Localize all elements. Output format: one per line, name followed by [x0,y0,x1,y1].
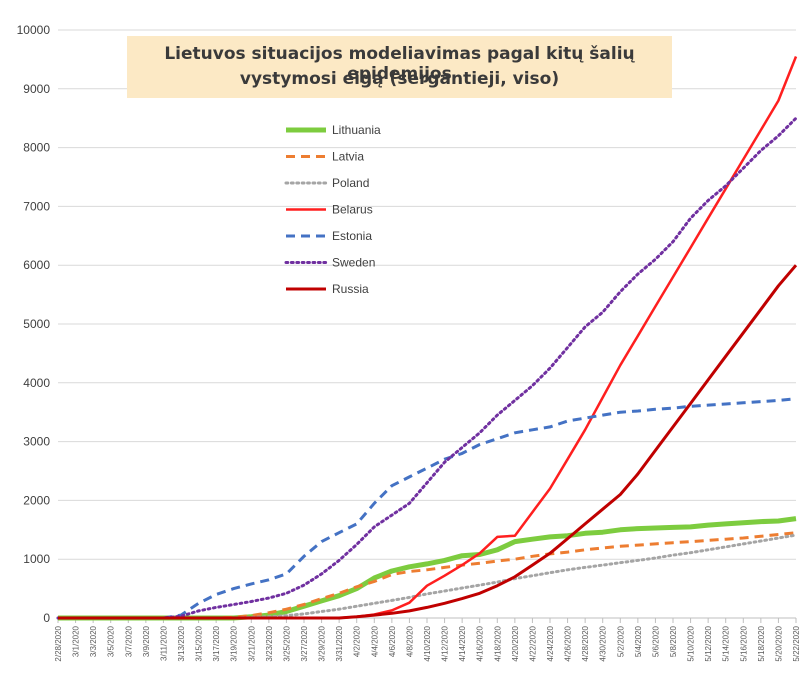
x-tick-label: 3/25/2020 [282,625,291,661]
y-tick-label: 5000 [23,317,50,331]
x-tick-label: 4/12/2020 [441,625,450,661]
x-tick-label: 4/2/2020 [353,625,362,657]
x-tick-label: 5/20/2020 [774,625,783,661]
x-tick-label: 4/28/2020 [581,625,590,661]
x-tick-label: 5/16/2020 [739,625,748,661]
x-tick-label: 3/3/2020 [89,625,98,657]
series-line-russia [58,264,798,620]
x-tick-label: 3/19/2020 [230,625,239,661]
y-tick-label: 4000 [23,376,50,390]
x-tick-label: 4/10/2020 [423,625,432,661]
x-tick-label: 4/26/2020 [564,625,573,661]
series-line-poland [56,533,798,620]
x-tick-label: 3/23/2020 [265,625,274,661]
x-tick-label: 3/1/2020 [72,625,81,657]
legend-label-poland: Poland [332,176,369,190]
x-tick-label: 3/15/2020 [195,625,204,661]
x-tick-label: 4/22/2020 [528,625,537,661]
series-line-estonia [58,397,797,620]
y-tick-label: 0 [43,611,50,625]
x-tick-label: 4/20/2020 [511,625,520,661]
chart-title-line-1: Lietuvos situacijos modeliavimas pagal k… [164,44,635,84]
x-tick-label: 2/28/2020 [54,625,63,661]
x-tick-label: 5/6/2020 [651,625,660,657]
y-tick-label: 6000 [23,258,50,272]
y-tick-label: 1000 [23,552,50,566]
legend-label-sweden: Sweden [332,256,375,270]
chart-title-box: Lietuvos situacijos modeliavimas pagal k… [127,36,672,98]
y-tick-label: 8000 [23,141,50,155]
x-tick-label: 3/5/2020 [107,625,116,657]
legend-label-estonia: Estonia [332,229,372,243]
x-tick-label: 5/8/2020 [669,625,678,657]
x-tick-label: 5/22/2020 [792,625,800,661]
x-tick-label: 4/8/2020 [405,625,414,657]
chart-title-line-2: vystymosi eigą (sergantieji, viso) [239,69,560,89]
series-line-belarus [58,56,798,620]
legend-label-lithuania: Lithuania [332,123,381,137]
x-tick-label: 4/6/2020 [388,625,397,657]
legend-label-belarus: Belarus [332,203,373,217]
x-tick-label: 4/24/2020 [546,625,555,661]
x-tick-label: 3/31/2020 [335,625,344,661]
y-tick-label: 3000 [23,435,50,449]
y-tick-label: 9000 [23,82,50,96]
series-line-sweden [56,116,798,620]
x-tick-label: 3/17/2020 [212,625,221,661]
legend-label-latvia: Latvia [332,150,364,164]
x-tick-label: 5/14/2020 [722,625,731,661]
legend-label-russia: Russia [332,282,369,296]
x-tick-label: 3/7/2020 [124,625,133,657]
x-tick-label: 4/14/2020 [458,625,467,661]
x-tick-label: 3/13/2020 [177,625,186,661]
y-tick-label: 2000 [23,493,50,507]
x-tick-label: 3/21/2020 [247,625,256,661]
y-tick-label: 7000 [23,199,50,213]
x-tick-label: 3/27/2020 [300,625,309,661]
x-tick-label: 3/9/2020 [142,625,151,657]
x-tick-label: 4/30/2020 [599,625,608,661]
x-tick-label: 5/4/2020 [634,625,643,657]
x-tick-label: 4/16/2020 [476,625,485,661]
x-tick-label: 3/29/2020 [318,625,327,661]
x-tick-label: 5/2/2020 [616,625,625,657]
x-tick-label: 5/12/2020 [704,625,713,661]
x-tick-label: 5/18/2020 [757,625,766,661]
series-line-latvia [58,531,797,620]
x-tick-label: 5/10/2020 [687,625,696,661]
x-tick-label: 4/18/2020 [493,625,502,661]
x-tick-label: 4/4/2020 [370,625,379,657]
y-tick-label: 10000 [17,23,51,37]
x-tick-label: 3/11/2020 [159,625,168,661]
